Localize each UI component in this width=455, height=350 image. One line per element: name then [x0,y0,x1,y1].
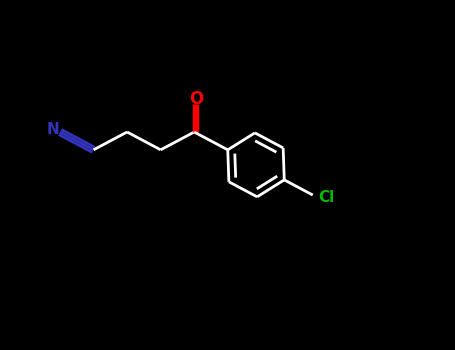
Text: N: N [46,121,59,136]
Text: Cl: Cl [318,190,334,204]
Text: O: O [189,91,203,108]
